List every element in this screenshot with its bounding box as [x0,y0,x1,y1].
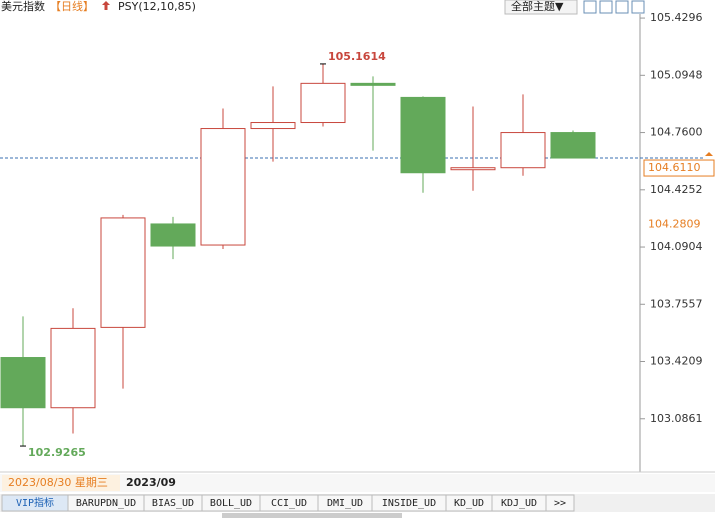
y-tick-label: 103.7557 [650,297,703,310]
date-highlight [2,475,120,491]
tool-button[interactable] [599,0,613,14]
y-tick-label: 104.0904 [650,240,703,253]
tool-button[interactable] [583,0,597,14]
tab-label[interactable]: KDJ_UD [501,498,537,509]
chart-title: 美元指数 [1,0,45,13]
toolbar [583,0,645,14]
y-tick-label: 105.4296 [650,11,703,24]
candle-body [0,357,46,409]
tab-label[interactable]: KD_UD [454,498,484,509]
y-tick-label: 103.4209 [650,355,703,368]
last-price-label: 104.6110 [648,161,701,174]
tab-label[interactable]: INSIDE_UD [382,498,436,509]
indicator: PSY(12,10,85) [118,0,196,13]
low-label: 102.9265 [28,446,86,459]
x-label: 2023/09 [126,476,176,489]
high-label: 105.1614 [328,50,386,63]
candle-body [550,132,596,159]
candle-body [500,132,546,169]
tool-button[interactable] [631,0,645,14]
x-label: 2023/08/30 星期三 [8,476,108,489]
period: 【日线】 [50,0,94,13]
tab-label[interactable]: >> [554,498,566,509]
candle-body [150,223,196,247]
last-price-box [643,159,715,177]
price-marker [705,152,713,157]
y-tick-label: 103.0861 [650,412,703,425]
tab[interactable] [545,494,575,512]
candle-body [450,167,496,171]
candle-body [50,327,96,409]
tab-label[interactable]: CCI_UD [271,498,307,509]
y-tick-label: 104.7600 [650,126,703,139]
scrollbar[interactable] [222,513,402,518]
price-label: 104.2809 [648,217,701,230]
date-bar [0,474,715,492]
indicator-icon [102,1,110,10]
tab-label[interactable]: BOLL_UD [210,498,252,509]
candle-body [300,82,346,124]
tab-label[interactable]: BIAS_UD [152,498,194,509]
tab-label[interactable]: VIP指标 [16,496,54,509]
candle-body [100,217,146,328]
candle-body [350,82,396,86]
theme-menu-box[interactable] [504,0,578,15]
tab-label[interactable]: BARUPDN_UD [76,498,136,509]
y-tick-label: 105.0948 [650,68,703,81]
tool-button[interactable] [615,0,629,14]
theme-menu[interactable]: 全部主题▼ [511,0,564,13]
candle-body [400,96,446,174]
tab-label[interactable]: DMI_UD [327,498,363,509]
candle-body [250,122,296,130]
y-tick-label: 104.4252 [650,183,703,196]
candle-body [200,128,246,246]
